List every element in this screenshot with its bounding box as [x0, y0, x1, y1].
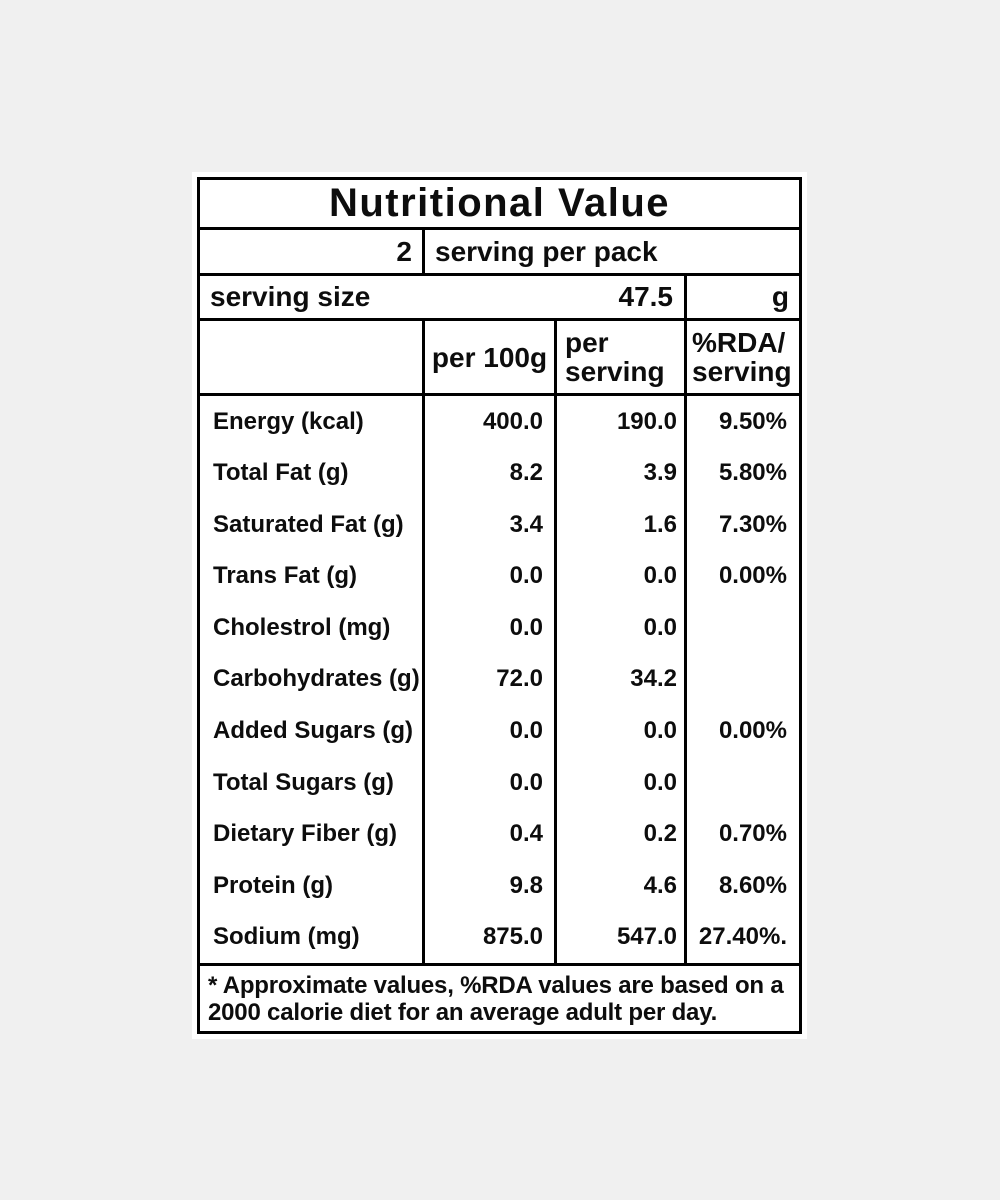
value-per-serving: 34.2: [557, 653, 687, 706]
footnote: * Approximate values, %RDA values are ba…: [200, 966, 799, 1031]
value-per-serving: 0.2: [557, 808, 687, 860]
value-per-100g: 875.0: [425, 911, 557, 963]
value-rda-per-serving: 0.70%: [718, 820, 787, 848]
nutrition-table: Nutritional Value 2 serving per pack ser…: [197, 177, 802, 1034]
nutrient-name: Total Sugars (g): [200, 756, 425, 809]
value-rda-per-serving: 5.80%: [718, 459, 787, 487]
table-title: Nutritional Value: [328, 181, 671, 225]
nutrient-name: Carbohydrates (g): [200, 653, 425, 706]
value-per-100g: 0.0: [425, 550, 557, 603]
footnote-line1: * Approximate values, %RDA values are ba…: [208, 972, 784, 999]
col-header-blank: [200, 321, 425, 393]
col-header-per-100g: per 100g: [425, 321, 557, 393]
col-header-per-serving: per serving: [557, 321, 687, 393]
value-per-serving: 0.0: [557, 602, 687, 654]
value-per-serving: 547.0: [557, 911, 687, 963]
value-per-serving: 0.0: [557, 756, 687, 809]
nutrient-name: Energy (kcal): [200, 396, 425, 448]
value-rda-per-serving: [687, 654, 799, 706]
serving-size-row: serving size 47.5 g: [200, 276, 799, 321]
value-rda-per-serving: 27.40%.: [698, 923, 787, 951]
value-per-100g: 3.4: [425, 499, 557, 551]
nutrient-name: Added Sugars (g): [200, 705, 425, 757]
serving-size-label: serving size: [210, 281, 371, 312]
col-header-per-serving-line2: serving: [565, 356, 665, 387]
nutrient-name: Saturated Fat (g): [200, 499, 425, 551]
column-header-row: per 100g per serving %RDA/ serving: [200, 321, 799, 396]
col-header-rda-line1: %RDA/: [692, 327, 786, 358]
value-rda-per-serving: 7.30%: [718, 510, 787, 538]
nutrient-name: Total Fat (g): [200, 447, 425, 500]
nutrient-name: Sodium (mg): [200, 911, 425, 963]
value-per-serving: 4.6: [557, 859, 687, 912]
value-rda-per-serving: [687, 757, 799, 809]
nutrient-name: Protein (g): [200, 859, 425, 912]
servings-count: 2: [200, 230, 425, 273]
value-per-100g: 8.2: [425, 447, 557, 500]
value-rda-per-serving: 0.00%: [718, 562, 787, 590]
title-row: Nutritional Value: [200, 180, 799, 230]
value-rda-per-serving: 0.00%: [718, 717, 787, 745]
nutrient-rows: Energy (kcal) 400.0 190.0 9.50% Total Fat (g…: [200, 396, 799, 966]
value-rda-per-serving: 8.60%: [718, 871, 787, 899]
value-rda-per-serving: 9.50%: [718, 407, 787, 435]
footnote-line2: 2000 calorie diet for an average adult p…: [208, 999, 718, 1026]
value-per-100g: 72.0: [425, 653, 557, 706]
value-per-serving: 0.0: [557, 705, 687, 757]
col-header-rda-line2: serving: [692, 356, 792, 387]
nutrient-name: Dietary Fiber (g): [200, 808, 425, 860]
value-per-serving: 1.6: [557, 499, 687, 551]
value-per-100g: 0.4: [425, 808, 557, 860]
value-per-serving: 190.0: [557, 396, 687, 448]
servings-per-pack-row: 2 serving per pack: [200, 230, 799, 276]
value-per-100g: 0.0: [425, 756, 557, 809]
value-per-serving: 0.0: [557, 550, 687, 603]
value-per-100g: 9.8: [425, 859, 557, 912]
value-per-100g: 0.0: [425, 705, 557, 757]
value-per-100g: 400.0: [425, 396, 557, 448]
value-per-serving: 3.9: [557, 447, 687, 500]
nutrient-name: Trans Fat (g): [200, 550, 425, 603]
nutrition-label-card: Nutritional Value 2 serving per pack ser…: [192, 172, 807, 1039]
nutrient-name: Cholestrol (mg): [200, 602, 425, 654]
servings-text: serving per pack: [435, 235, 658, 267]
value-per-100g: 0.0: [425, 602, 557, 654]
col-header-rda-per-serving: %RDA/ serving: [687, 321, 799, 393]
col-header-per-serving-line1: per: [565, 327, 609, 358]
serving-size-unit: g: [771, 281, 789, 312]
serving-size-value: 47.5: [618, 281, 674, 312]
serving-size-cell: serving size 47.5: [200, 276, 687, 318]
value-rda-per-serving: [687, 602, 799, 654]
